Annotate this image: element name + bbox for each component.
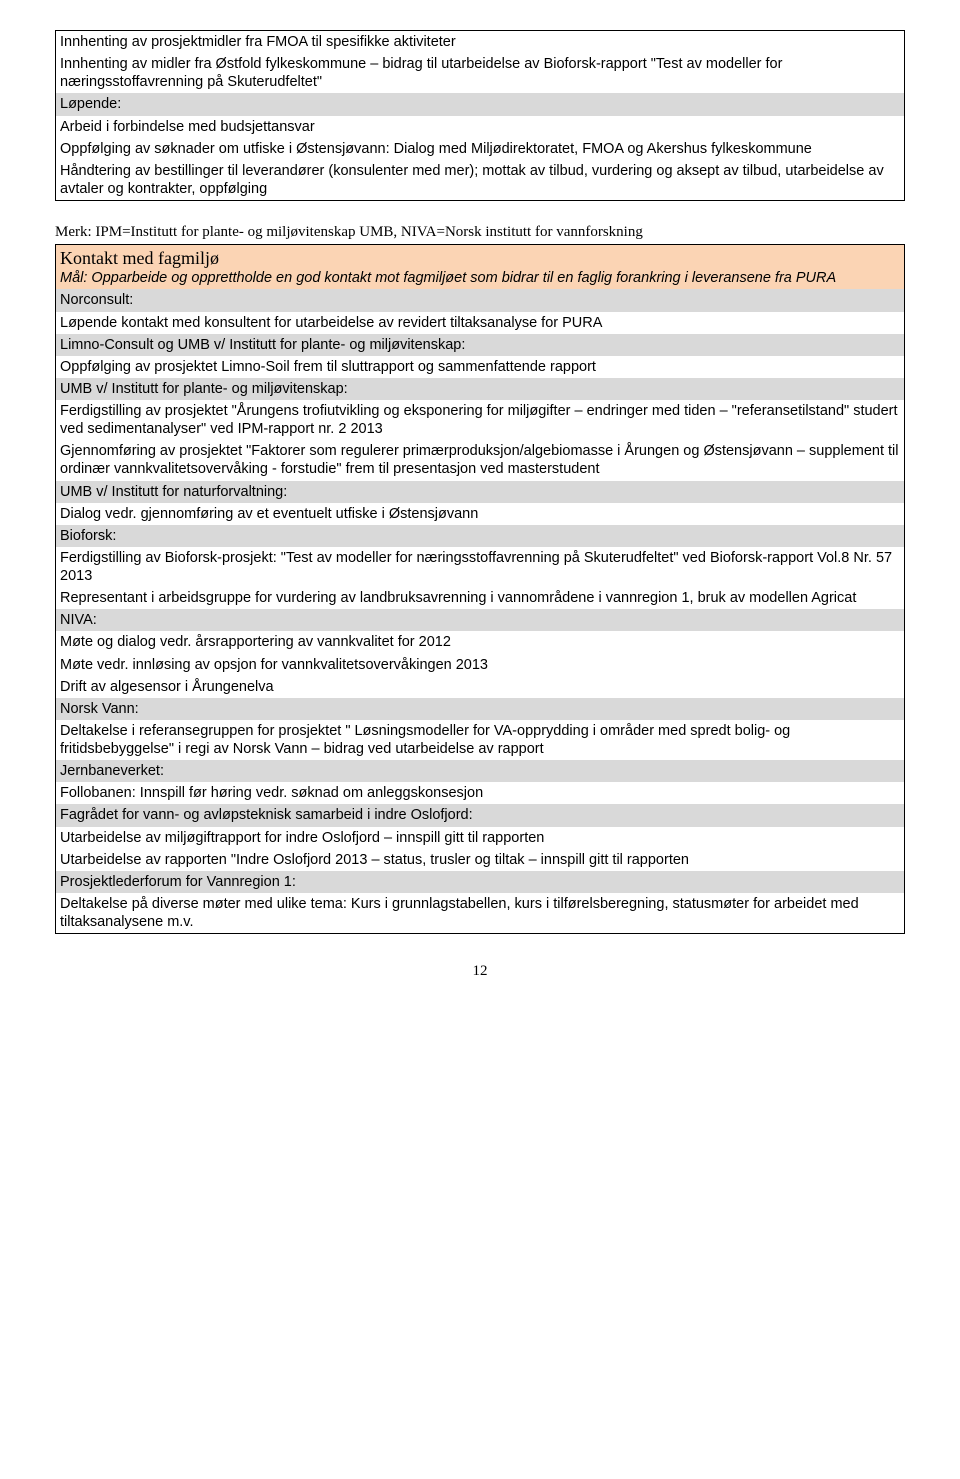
- table-row: Arbeid i forbindelse med budsjettansvar: [56, 116, 904, 138]
- table-row: Møte og dialog vedr. årsrapportering av …: [56, 631, 904, 653]
- table-row: Deltakelse på diverse møter med ulike te…: [56, 893, 904, 933]
- section-goal: Mål: Opparbeide og opprettholde en god k…: [60, 269, 900, 287]
- table-row: Norsk Vann:: [56, 698, 904, 720]
- section-title: Kontakt med fagmiljø: [60, 247, 900, 270]
- table-row: Limno-Consult og UMB v/ Institutt for pl…: [56, 334, 904, 356]
- main-table: Kontakt med fagmiljø Mål: Opparbeide og …: [55, 244, 905, 934]
- table-row: Oppfølging av prosjektet Limno-Soil frem…: [56, 356, 904, 378]
- note-text: Merk: IPM=Institutt for plante- og miljø…: [55, 223, 905, 242]
- top-table: Innhenting av prosjektmidler fra FMOA ti…: [55, 30, 905, 201]
- table-row: Oppfølging av søknader om utfiske i Øste…: [56, 138, 904, 160]
- table-row: Løpende kontakt med konsultent for utarb…: [56, 312, 904, 334]
- table-row: NIVA:: [56, 609, 904, 631]
- table-row: UMB v/ Institutt for plante- og miljøvit…: [56, 378, 904, 400]
- table-row: Gjennomføring av prosjektet "Faktorer so…: [56, 440, 904, 480]
- table-row: Innhenting av midler fra Østfold fylkesk…: [56, 53, 904, 93]
- table-row: Fagrådet for vann- og avløpsteknisk sama…: [56, 804, 904, 826]
- table-row: UMB v/ Institutt for naturforvaltning:: [56, 481, 904, 503]
- table-row: Drift av algesensor i Årungenelva: [56, 676, 904, 698]
- table-row: Løpende:: [56, 93, 904, 115]
- table-row: Follobanen: Innspill før høring vedr. sø…: [56, 782, 904, 804]
- table-row: Dialog vedr. gjennomføring av et eventue…: [56, 503, 904, 525]
- table-row: Representant i arbeidsgruppe for vurderi…: [56, 587, 904, 609]
- table-row: Utarbeidelse av miljøgiftrapport for ind…: [56, 827, 904, 849]
- table-row: Deltakelse i referansegruppen for prosje…: [56, 720, 904, 760]
- table-row: Jernbaneverket:: [56, 760, 904, 782]
- section-header: Kontakt med fagmiljø Mål: Opparbeide og …: [56, 245, 904, 290]
- table-row: Ferdigstilling av Bioforsk-prosjekt: "Te…: [56, 547, 904, 587]
- page-number: 12: [55, 962, 905, 981]
- table-row: Innhenting av prosjektmidler fra FMOA ti…: [56, 31, 904, 53]
- table-row: Håndtering av bestillinger til leverandø…: [56, 160, 904, 200]
- table-row: Utarbeidelse av rapporten "Indre Oslofjo…: [56, 849, 904, 871]
- table-row: Norconsult:: [56, 289, 904, 311]
- table-row: Bioforsk:: [56, 525, 904, 547]
- table-row: Prosjektlederforum for Vannregion 1:: [56, 871, 904, 893]
- table-row: Ferdigstilling av prosjektet "Årungens t…: [56, 400, 904, 440]
- table-row: Møte vedr. innløsing av opsjon for vannk…: [56, 654, 904, 676]
